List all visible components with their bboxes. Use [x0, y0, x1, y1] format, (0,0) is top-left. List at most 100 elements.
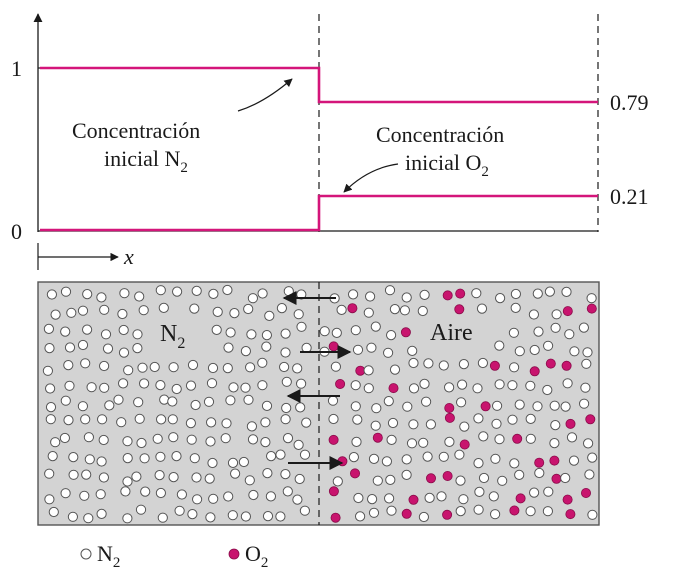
n2-molecule — [155, 285, 166, 296]
n2-molecule — [348, 289, 359, 300]
n2-molecule — [99, 360, 110, 372]
n2-molecule — [471, 288, 482, 299]
n2-molecule — [331, 327, 342, 338]
n2-molecule — [60, 286, 72, 297]
n2-molecule — [508, 327, 520, 338]
n2-molecule — [514, 469, 525, 480]
n2-molecule — [586, 293, 597, 304]
n2-molecule — [458, 359, 469, 370]
n2-molecule — [457, 379, 468, 390]
n2-molecule — [113, 394, 124, 405]
n2-molecule — [473, 458, 484, 469]
n2-molecule — [81, 469, 92, 480]
n2-molecule — [212, 306, 223, 317]
n2-molecule — [43, 323, 55, 334]
o2-molecule — [561, 360, 572, 371]
o2-molecule — [512, 433, 523, 444]
o2-molecule — [509, 505, 520, 516]
x-axis-label: x — [123, 244, 134, 269]
n2-molecule — [190, 399, 201, 411]
n2-molecule — [292, 494, 303, 505]
n2-molecule — [525, 433, 536, 444]
n2-molecule — [425, 419, 436, 430]
o2-molecule — [529, 366, 540, 377]
n2-molecule — [584, 469, 595, 480]
n2-molecule — [246, 421, 257, 432]
n2-molecule — [296, 321, 307, 332]
n2-molecule — [549, 400, 560, 411]
n2-molecule — [352, 414, 363, 425]
n2-molecule — [45, 383, 56, 394]
n2-molecule — [155, 487, 166, 499]
n2-molecule — [492, 400, 503, 411]
o2-molecule — [586, 303, 597, 314]
n2-molecule — [42, 365, 54, 376]
n2-molecule — [95, 489, 106, 500]
n2-molecule — [238, 456, 249, 468]
n2-molecule — [187, 508, 198, 520]
n2-molecule — [119, 288, 130, 299]
n2-molecule — [579, 398, 590, 409]
n2-molecule — [529, 344, 540, 356]
n2-label-pointer — [237, 78, 293, 112]
n2-molecule — [438, 360, 449, 371]
n2-molecule — [240, 382, 251, 393]
n2-molecule — [542, 506, 554, 517]
n2-molecule — [257, 357, 268, 368]
n2-label-line1: Concentración — [72, 118, 200, 143]
n2-molecule — [83, 432, 95, 443]
n2-molecule — [208, 288, 219, 299]
n2-molecule — [50, 437, 61, 448]
n2-molecule — [353, 492, 364, 504]
n2-molecule — [261, 400, 273, 411]
n2-molecule — [98, 434, 109, 446]
n2-molecule — [351, 436, 362, 447]
n2-molecule — [299, 449, 311, 460]
o2-molecule — [489, 360, 500, 371]
n2-molecule — [156, 414, 167, 425]
n2-molecule — [118, 378, 129, 389]
legend-o2-label: O2 — [245, 541, 268, 571]
n2-molecule — [455, 506, 466, 517]
o2-molecule — [335, 378, 346, 389]
o2-molecule — [549, 455, 560, 466]
n2-molecule — [46, 289, 58, 300]
n2-label-backdrop — [156, 316, 206, 350]
n2-molecule — [332, 476, 343, 487]
n2-molecule — [50, 309, 61, 320]
n2-molecule — [424, 492, 435, 503]
legend-n2-marker — [80, 548, 92, 560]
o2-molecule — [330, 512, 341, 523]
n2-molecule — [266, 451, 277, 462]
n2-molecule — [260, 437, 271, 448]
n2-molecule — [222, 284, 233, 296]
n2-molecule — [240, 511, 251, 522]
n2-molecule — [280, 328, 291, 339]
n2-molecule — [185, 418, 196, 429]
n2-molecule — [319, 326, 330, 337]
n2-molecule — [60, 395, 71, 406]
n2-molecule — [82, 324, 93, 335]
n2-molecule — [454, 449, 465, 460]
n2-molecule — [243, 303, 254, 315]
n2-molecule — [77, 305, 89, 316]
n2-molecule — [221, 418, 232, 429]
concentration-graph: 1 0 0.79 0.21 Concentración inicial N2 C… — [11, 13, 649, 270]
n2-molecule — [542, 384, 553, 396]
n2-molecule — [472, 383, 483, 394]
n2-molecule — [509, 458, 520, 469]
n2-molecule — [296, 378, 307, 389]
n2-molecule — [551, 309, 562, 320]
n2-molecule — [408, 419, 419, 430]
n2-molecule — [118, 324, 129, 336]
n2-molecule — [514, 399, 525, 410]
o2-molecule — [349, 468, 360, 479]
n2-molecule — [98, 472, 110, 483]
o2-molecule — [328, 341, 339, 352]
n2-molecule — [140, 486, 151, 497]
n2-molecule — [422, 451, 433, 462]
n2-molecule — [402, 401, 413, 412]
n2-molecule — [191, 472, 202, 483]
n2-molecule — [59, 432, 71, 444]
n2-molecule — [367, 494, 378, 505]
